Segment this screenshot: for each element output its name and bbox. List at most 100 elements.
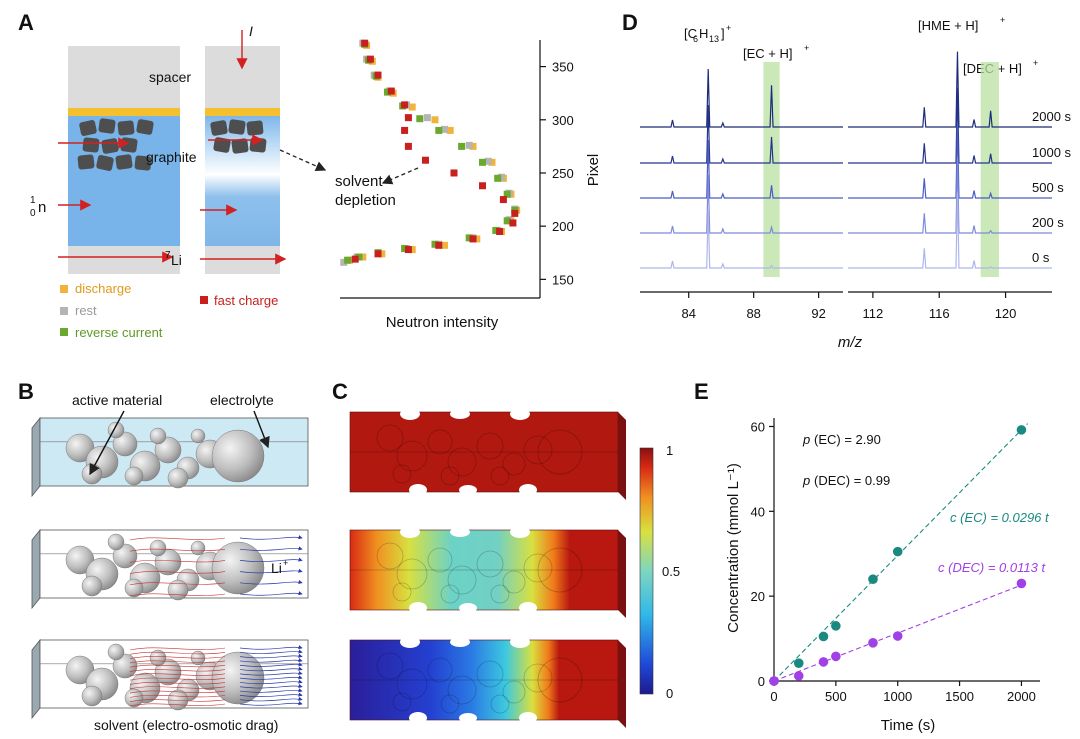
chart-e-point	[831, 621, 841, 631]
highlight-band	[980, 62, 999, 277]
chart-a-point	[479, 158, 486, 166]
chart-a-point	[340, 258, 348, 266]
particle	[81, 463, 103, 485]
spectrum-trace	[640, 209, 843, 269]
streamline	[239, 670, 303, 676]
depletion-arrow-right	[381, 167, 419, 185]
svg-text:13: 13	[709, 34, 719, 44]
streamline	[239, 653, 303, 659]
particle-outline	[537, 429, 583, 475]
streamline	[239, 645, 303, 650]
streamline-red	[129, 559, 226, 563]
streamline	[239, 683, 303, 689]
particle-outline	[376, 542, 404, 570]
chart-e-xtick-label: 500	[825, 689, 847, 704]
streamline-red	[129, 651, 226, 655]
particle-outline	[523, 663, 553, 693]
label-electrolyte: electrolyte	[210, 392, 274, 408]
panel-label-d: D	[622, 10, 638, 35]
chart-a-point	[496, 227, 504, 235]
particle	[149, 427, 167, 445]
chart-a-point	[498, 173, 505, 181]
particle-outline	[396, 668, 428, 700]
graphite-particles-rest	[77, 118, 154, 171]
chart-a-point	[509, 219, 517, 227]
streamline-red	[129, 647, 226, 651]
particle-cutout	[409, 484, 427, 496]
spectrum-trace	[848, 51, 1052, 128]
spectrum-trace	[640, 139, 843, 199]
domain-box-side	[31, 416, 41, 498]
streamline-red	[129, 690, 226, 694]
legend-swatch-reverse	[60, 328, 68, 336]
particle	[154, 548, 182, 576]
particle	[149, 649, 167, 667]
spectrum-trace	[848, 87, 1052, 164]
peak-label-c6h13: [C 6 H 13 ] +	[684, 23, 731, 44]
particle-cutout	[450, 527, 470, 537]
svg-text:p: p	[802, 473, 810, 488]
chart-a-point	[404, 142, 412, 150]
particle-outline	[502, 570, 526, 594]
legend-swatch-discharge	[60, 285, 68, 293]
legend-rest: rest	[75, 303, 97, 318]
chart-d: m/z [C 6 H 13 ] + [EC + H] + [HME + H] +…	[640, 15, 1072, 351]
chart-a-point	[378, 250, 386, 258]
particle-outline	[447, 675, 477, 705]
chart-e-ylabel: Concentration (mmol L⁻¹)	[725, 463, 742, 633]
chart-e-xlabel: Time (s)	[881, 717, 935, 734]
panel-label-a: A	[18, 10, 34, 35]
chart-a-ytick-label: 350	[552, 60, 574, 75]
streamline	[239, 688, 303, 693]
chart-a-point	[441, 125, 448, 133]
streamline	[239, 675, 303, 680]
chart-a-point	[404, 246, 412, 254]
concentration-slab-side	[618, 530, 626, 618]
streamline	[239, 666, 303, 672]
chart-a-point	[351, 255, 359, 263]
spectrum-trace	[848, 122, 1052, 199]
chart-a-point	[416, 115, 424, 123]
particle-outline	[537, 547, 583, 593]
chart-e-point	[793, 658, 804, 668]
chart-a-point	[450, 169, 458, 177]
svg-text:7: 7	[165, 250, 171, 261]
streamline-red	[129, 571, 226, 574]
panel-label-e: E	[694, 379, 709, 404]
chart-e-ytick-label: 20	[751, 589, 765, 604]
svg-text:[C: [C	[684, 26, 697, 41]
streamline	[239, 662, 303, 667]
svg-text:[HME + H]: [HME + H]	[918, 18, 978, 33]
particle-cutout	[510, 526, 530, 538]
chart-d-xtick-label: 112	[863, 306, 884, 321]
particle-outline	[396, 440, 428, 472]
particle-cutout	[400, 526, 420, 538]
cell-fast-charge	[205, 46, 280, 274]
legend-a: discharge rest reverse current fast char…	[60, 281, 278, 340]
spectrum-trace	[640, 104, 843, 164]
particle-outline	[396, 558, 428, 590]
peak-label-dec: [DEC + H] +	[963, 58, 1038, 76]
particle-cutout	[400, 408, 420, 420]
chart-a-point	[494, 174, 502, 182]
panel-b-geometry	[31, 416, 309, 720]
p-ec-label: p (EC) = 2.90	[802, 432, 881, 447]
colorbar-max: 1	[666, 443, 673, 458]
particle-outline	[440, 466, 460, 486]
streamline-red	[129, 669, 226, 672]
chart-a-point	[401, 101, 409, 109]
p-dec-label: p (DEC) = 0.99	[802, 473, 890, 488]
particle-cutout	[409, 602, 427, 614]
svg-text:0: 0	[30, 208, 36, 219]
chart-e-point	[818, 657, 829, 667]
spectrum-trace	[848, 192, 1052, 269]
legend-swatch-rest	[60, 307, 68, 315]
streamline	[239, 701, 303, 706]
chart-a-point	[469, 235, 477, 243]
svg-text:]: ]	[721, 26, 725, 41]
streamline	[239, 658, 303, 663]
chart-a-ytick-label: 150	[552, 272, 574, 287]
particle-outline	[537, 657, 583, 703]
chart-a-point	[503, 217, 511, 225]
peak-label-ec: [EC + H] +	[743, 43, 809, 61]
